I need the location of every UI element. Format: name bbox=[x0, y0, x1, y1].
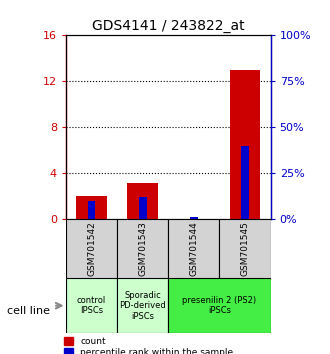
Text: GSM701545: GSM701545 bbox=[241, 221, 249, 276]
FancyBboxPatch shape bbox=[66, 278, 117, 333]
FancyBboxPatch shape bbox=[117, 219, 168, 278]
Text: control
IPSCs: control IPSCs bbox=[77, 296, 106, 315]
Title: GDS4141 / 243822_at: GDS4141 / 243822_at bbox=[92, 19, 245, 33]
Text: GSM701542: GSM701542 bbox=[87, 221, 96, 276]
Bar bbox=[230, 70, 260, 219]
FancyBboxPatch shape bbox=[66, 219, 117, 278]
Bar bbox=[127, 183, 158, 219]
FancyBboxPatch shape bbox=[219, 219, 271, 278]
FancyBboxPatch shape bbox=[168, 278, 271, 333]
Text: GSM701544: GSM701544 bbox=[189, 221, 198, 276]
Text: cell line: cell line bbox=[7, 306, 50, 316]
Legend: count, percentile rank within the sample: count, percentile rank within the sample bbox=[64, 337, 233, 354]
Bar bbox=[139, 198, 147, 219]
Text: presenilin 2 (PS2)
iPSCs: presenilin 2 (PS2) iPSCs bbox=[182, 296, 256, 315]
Bar bbox=[190, 217, 198, 219]
Bar bbox=[88, 201, 95, 219]
FancyBboxPatch shape bbox=[117, 278, 168, 333]
Bar bbox=[76, 196, 107, 219]
Bar bbox=[241, 146, 249, 219]
Text: GSM701543: GSM701543 bbox=[138, 221, 147, 276]
Text: Sporadic
PD-derived
iPSCs: Sporadic PD-derived iPSCs bbox=[119, 291, 166, 321]
FancyBboxPatch shape bbox=[168, 219, 219, 278]
